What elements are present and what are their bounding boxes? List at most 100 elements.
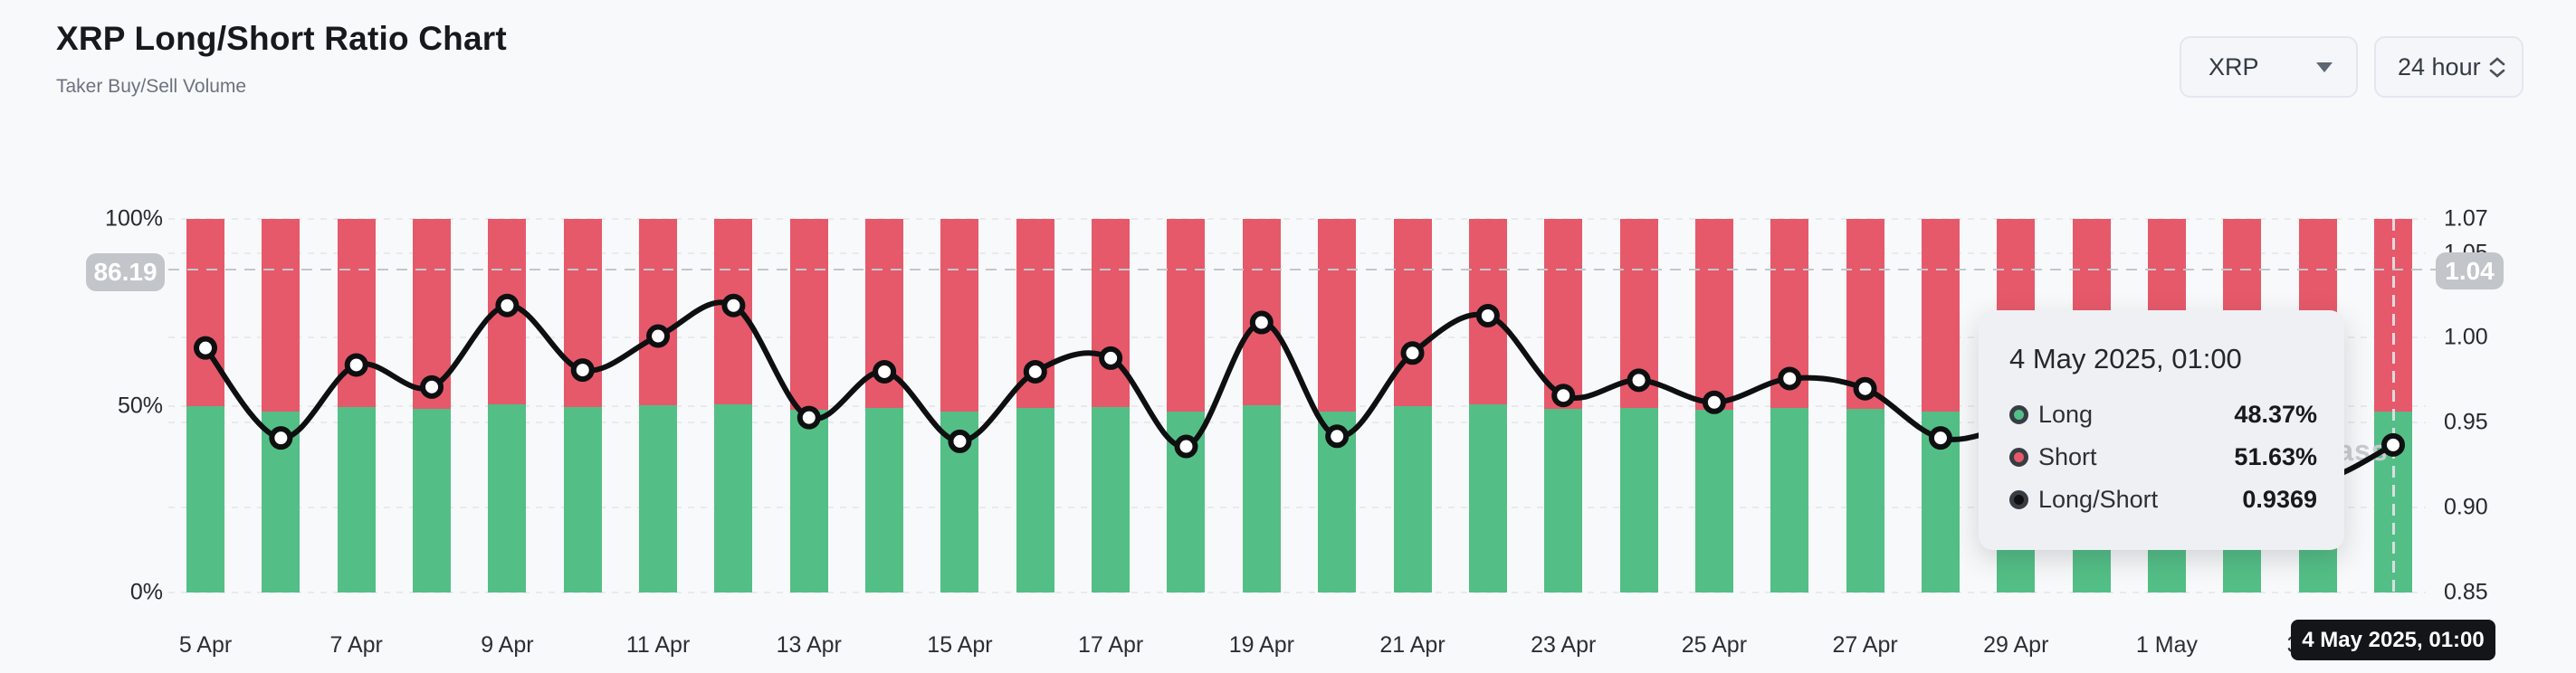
short-bar-segment[interactable] xyxy=(1921,219,1960,412)
ratio-data-point[interactable] xyxy=(646,324,671,348)
bar-column[interactable] xyxy=(1544,219,1583,592)
x-axis-tick: 9 Apr xyxy=(481,632,534,658)
gridline xyxy=(168,422,2426,424)
bar-column[interactable] xyxy=(789,219,828,592)
ratio-data-point[interactable] xyxy=(1475,304,1500,328)
bar-column[interactable] xyxy=(1092,219,1131,592)
ratio-data-point[interactable] xyxy=(873,359,897,384)
y-axis-tick-left: 0% xyxy=(129,579,163,605)
short-marker-icon xyxy=(2009,447,2028,467)
short-bar-segment[interactable] xyxy=(1167,219,1206,412)
short-bar-segment[interactable] xyxy=(1544,219,1583,410)
ratio-data-point[interactable] xyxy=(1853,376,1877,401)
short-bar-segment[interactable] xyxy=(1318,219,1357,412)
tooltip-title: 4 May 2025, 01:00 xyxy=(2009,343,2242,374)
ratio-data-point[interactable] xyxy=(1702,390,1726,414)
long-bar-segment[interactable] xyxy=(186,406,224,592)
y-axis-tick-right: 0.90 xyxy=(2444,494,2488,520)
bar-column[interactable] xyxy=(1846,219,1884,592)
interval-select[interactable]: 24 hour xyxy=(2374,36,2524,98)
symbol-select[interactable]: XRP xyxy=(2180,36,2358,98)
x-axis-tick: 13 Apr xyxy=(776,632,842,658)
short-bar-segment[interactable] xyxy=(1846,219,1884,409)
bar-column[interactable] xyxy=(714,219,753,592)
x-axis-tick: 1 May xyxy=(2135,632,2199,658)
tooltip-label: Long xyxy=(2038,400,2094,428)
bar-column[interactable] xyxy=(1921,219,1960,592)
short-bar-segment[interactable] xyxy=(639,219,678,406)
long-short-marker-icon xyxy=(2009,489,2028,509)
ratio-data-point[interactable] xyxy=(269,426,293,450)
tooltip-row-ratio: Long/Short 0.9369 xyxy=(2009,484,2317,515)
long-bar-segment[interactable] xyxy=(488,403,527,592)
long-bar-segment[interactable] xyxy=(563,407,602,592)
tooltip-value: 0.9369 xyxy=(2242,485,2317,513)
bar-column[interactable] xyxy=(262,219,301,592)
ratio-data-point[interactable] xyxy=(420,374,444,399)
long-bar-segment[interactable] xyxy=(413,408,452,592)
ratio-data-point[interactable] xyxy=(1928,426,1952,450)
short-bar-segment[interactable] xyxy=(1092,219,1131,407)
ratio-data-point[interactable] xyxy=(1400,341,1425,365)
x-axis-tick: 5 Apr xyxy=(178,632,233,658)
long-bar-segment[interactable] xyxy=(1468,404,1507,592)
tooltip-row-long: Long 48.37% xyxy=(2009,399,2317,430)
long-bar-segment[interactable] xyxy=(865,407,904,592)
long-bar-segment[interactable] xyxy=(1092,406,1131,592)
long-bar-segment[interactable] xyxy=(1694,409,1733,592)
long-bar-segment[interactable] xyxy=(1770,408,1809,592)
y-axis-tick-left: 50% xyxy=(117,393,163,418)
bar-column[interactable] xyxy=(639,219,678,592)
ratio-data-point[interactable] xyxy=(1325,424,1350,449)
short-bar-segment[interactable] xyxy=(940,219,979,412)
page-title: XRP Long/Short Ratio Chart xyxy=(56,20,507,57)
x-axis-tick: 7 Apr xyxy=(329,632,383,658)
ratio-data-point[interactable] xyxy=(194,336,217,360)
tooltip-row-short: Short 51.63% xyxy=(2009,441,2317,472)
short-bar-segment[interactable] xyxy=(186,219,224,407)
ratio-data-point[interactable] xyxy=(1778,366,1802,391)
chart-tooltip: 4 May 2025, 01:00 Long 48.37% Short 51.6… xyxy=(1979,310,2344,550)
ratio-data-point[interactable] xyxy=(344,353,368,377)
ratio-data-point[interactable] xyxy=(1551,384,1576,408)
short-bar-segment[interactable] xyxy=(1393,219,1432,407)
x-axis-tick: 17 Apr xyxy=(1077,632,1144,658)
long-bar-segment[interactable] xyxy=(1393,406,1432,592)
long-bar-segment[interactable] xyxy=(1544,409,1583,592)
long-bar-segment[interactable] xyxy=(1016,407,1054,592)
long-bar-segment[interactable] xyxy=(789,410,828,592)
bar-column[interactable] xyxy=(1318,219,1357,592)
long-bar-segment[interactable] xyxy=(337,407,376,592)
ratio-data-point[interactable] xyxy=(1174,434,1198,459)
y-axis-tick-right: 1.07 xyxy=(2444,205,2488,232)
short-bar-segment[interactable] xyxy=(262,219,301,412)
ratio-data-point[interactable] xyxy=(797,405,821,430)
ratio-data-point[interactable] xyxy=(1023,359,1047,384)
ratio-data-point[interactable] xyxy=(1627,368,1651,393)
bar-column[interactable] xyxy=(186,219,224,592)
y-axis-tick-right: 0.85 xyxy=(2444,579,2488,605)
bar-column[interactable] xyxy=(563,219,602,592)
ratio-data-point[interactable] xyxy=(948,429,972,453)
ratio-data-point[interactable] xyxy=(1249,310,1274,335)
bar-column[interactable] xyxy=(1393,219,1432,592)
short-bar-segment[interactable] xyxy=(1694,219,1733,410)
crosshair-date-badge: 4 May 2025, 01:00 xyxy=(2291,620,2495,660)
long-bar-segment[interactable] xyxy=(639,405,678,592)
long-bar-segment[interactable] xyxy=(714,403,753,592)
ratio-data-point[interactable] xyxy=(1099,346,1123,370)
long-bar-segment[interactable] xyxy=(1846,408,1884,592)
long-bar-segment[interactable] xyxy=(1242,404,1281,592)
ratio-data-point[interactable] xyxy=(570,358,595,383)
ratio-data-point[interactable] xyxy=(721,293,746,318)
ratio-data-point[interactable] xyxy=(2381,432,2406,457)
bar-column[interactable] xyxy=(1619,219,1658,592)
bar-column[interactable] xyxy=(1694,219,1733,592)
ratio-data-point[interactable] xyxy=(495,293,520,318)
bar-column[interactable] xyxy=(865,219,904,592)
bar-column[interactable] xyxy=(1468,219,1507,592)
x-axis-tick: 23 Apr xyxy=(1531,632,1597,658)
long-bar-segment[interactable] xyxy=(1619,408,1658,592)
short-bar-segment[interactable] xyxy=(789,219,828,411)
